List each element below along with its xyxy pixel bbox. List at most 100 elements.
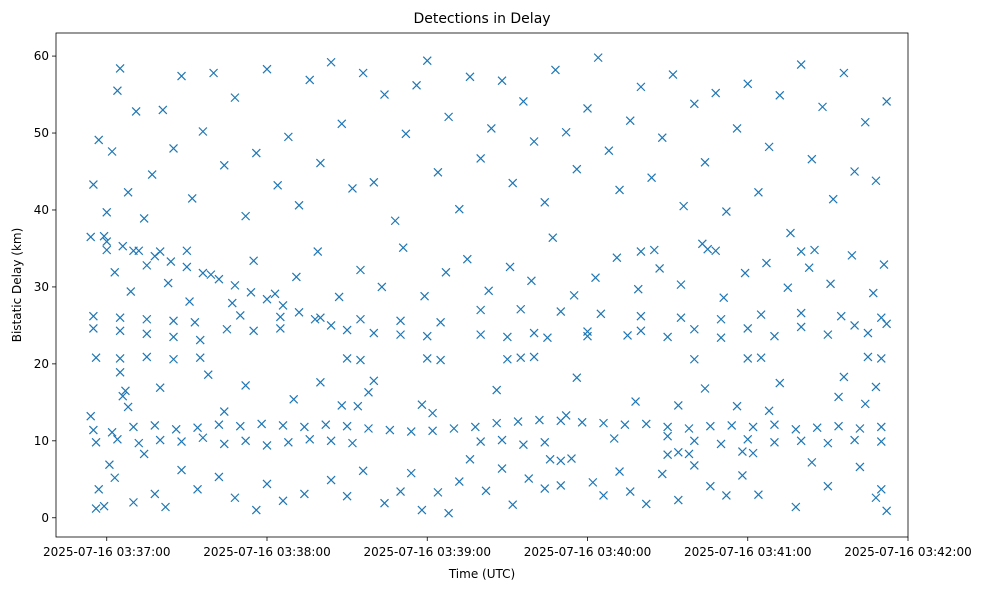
data-point-marker (636, 82, 646, 92)
data-point-marker (569, 290, 579, 300)
data-point-marker (796, 60, 806, 69)
data-point-marker (262, 64, 272, 74)
data-point-marker (275, 324, 285, 333)
data-point-marker (390, 216, 400, 226)
data-point-marker (177, 437, 186, 447)
data-point-marker (721, 207, 731, 216)
data-point-marker (315, 158, 325, 168)
data-point-marker (850, 435, 860, 445)
data-point-marker (513, 417, 523, 427)
data-point-marker (540, 197, 550, 207)
data-point-marker (155, 383, 165, 393)
data-point-marker (636, 326, 646, 336)
data-point-marker (524, 474, 534, 483)
data-point-marker (583, 331, 592, 341)
data-point-marker (420, 291, 430, 301)
data-point-marker (668, 70, 678, 79)
data-point-marker (321, 420, 331, 430)
data-point-marker (166, 257, 176, 266)
x-tick-label: 2025-07-16 03:39:00 (364, 545, 491, 559)
data-point-marker (99, 501, 109, 511)
data-point-marker (529, 328, 539, 338)
data-point-marker (342, 421, 352, 431)
data-point-marker (171, 424, 181, 434)
data-point-marker (104, 460, 114, 470)
data-point-marker (412, 80, 421, 90)
data-point-marker (834, 392, 843, 402)
data-point-marker (754, 490, 763, 500)
data-point-marker (294, 307, 304, 317)
data-point-marker (107, 147, 117, 156)
data-point-marker (748, 422, 758, 432)
data-point-marker (476, 153, 486, 163)
data-point-marker (732, 123, 742, 133)
data-point-marker (123, 402, 133, 412)
data-point-marker (796, 322, 806, 332)
data-point-marker (526, 276, 536, 286)
data-point-marker (543, 333, 552, 343)
data-point-marker (700, 157, 710, 167)
data-point-marker (88, 425, 98, 435)
data-point-marker (860, 399, 870, 409)
data-point-marker (356, 265, 365, 275)
data-point-marker (142, 352, 152, 362)
data-point-marker (743, 324, 753, 333)
data-point-marker (850, 320, 860, 330)
data-point-marker (623, 330, 632, 340)
data-point-marker (195, 353, 205, 363)
data-point-marker (588, 477, 598, 487)
data-point-marker (823, 438, 833, 448)
data-point-marker (836, 311, 846, 321)
data-point-marker (879, 260, 889, 270)
data-point-marker (219, 160, 229, 170)
data-point-marker (655, 264, 665, 273)
data-point-marker (716, 439, 726, 449)
data-point-marker (548, 233, 558, 243)
data-point-marker (163, 278, 173, 288)
data-point-marker (657, 133, 667, 143)
data-point-marker (99, 231, 109, 241)
data-point-marker (249, 326, 259, 336)
data-point-marker (115, 354, 125, 363)
data-point-marker (305, 434, 315, 444)
data-point-marker (369, 328, 379, 338)
data-point-marker (88, 324, 98, 333)
data-point-marker (716, 333, 726, 343)
data-point-marker (299, 422, 309, 432)
data-point-marker (828, 194, 838, 204)
data-point-marker (823, 481, 833, 491)
data-point-marker (348, 184, 357, 193)
data-point-marker (291, 272, 301, 282)
y-tick-label: 10 (34, 434, 49, 448)
data-point-marker (257, 419, 267, 429)
data-point-marker (441, 267, 451, 277)
data-point-marker (110, 473, 120, 483)
data-point-marker (796, 436, 806, 446)
data-point-marker (529, 352, 539, 362)
data-point-marker (454, 204, 464, 214)
data-point-marker (193, 423, 202, 433)
data-point-marker (169, 143, 178, 153)
data-point-marker (492, 385, 502, 395)
data-point-marker (315, 377, 325, 387)
data-point-marker (251, 148, 261, 158)
data-point-marker (113, 86, 122, 96)
data-point-marker (727, 421, 737, 430)
data-point-marker (876, 354, 886, 363)
data-point-marker (182, 262, 192, 272)
data-point-marker (436, 317, 446, 327)
data-point-marker (230, 493, 240, 503)
data-point-marker (593, 53, 603, 63)
data-point-marker (497, 76, 507, 86)
data-point-marker (406, 468, 416, 478)
data-point-marker (91, 437, 101, 447)
data-point-marker (428, 426, 438, 436)
data-point-marker (609, 434, 619, 443)
data-point-marker (684, 424, 694, 433)
data-point-marker (796, 247, 806, 256)
x-tick-label: 2025-07-16 03:42:00 (844, 545, 971, 559)
data-point-marker (620, 420, 630, 430)
data-point-marker (289, 394, 299, 404)
data-point-marker (876, 437, 886, 447)
data-point-marker (358, 466, 368, 476)
